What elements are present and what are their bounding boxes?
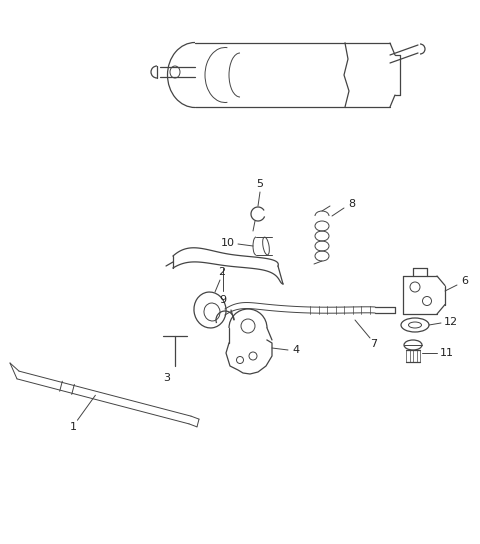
Text: 1: 1 bbox=[70, 422, 77, 432]
Text: 12: 12 bbox=[444, 317, 458, 327]
Text: 7: 7 bbox=[371, 339, 378, 349]
Text: 10: 10 bbox=[221, 238, 235, 248]
Text: 8: 8 bbox=[348, 199, 356, 209]
Text: 4: 4 bbox=[292, 345, 300, 355]
Text: 3: 3 bbox=[164, 373, 170, 383]
Text: 5: 5 bbox=[256, 179, 264, 189]
Text: 9: 9 bbox=[219, 295, 227, 305]
Text: 6: 6 bbox=[461, 276, 468, 286]
Text: 11: 11 bbox=[440, 348, 454, 358]
Text: 2: 2 bbox=[218, 267, 226, 277]
